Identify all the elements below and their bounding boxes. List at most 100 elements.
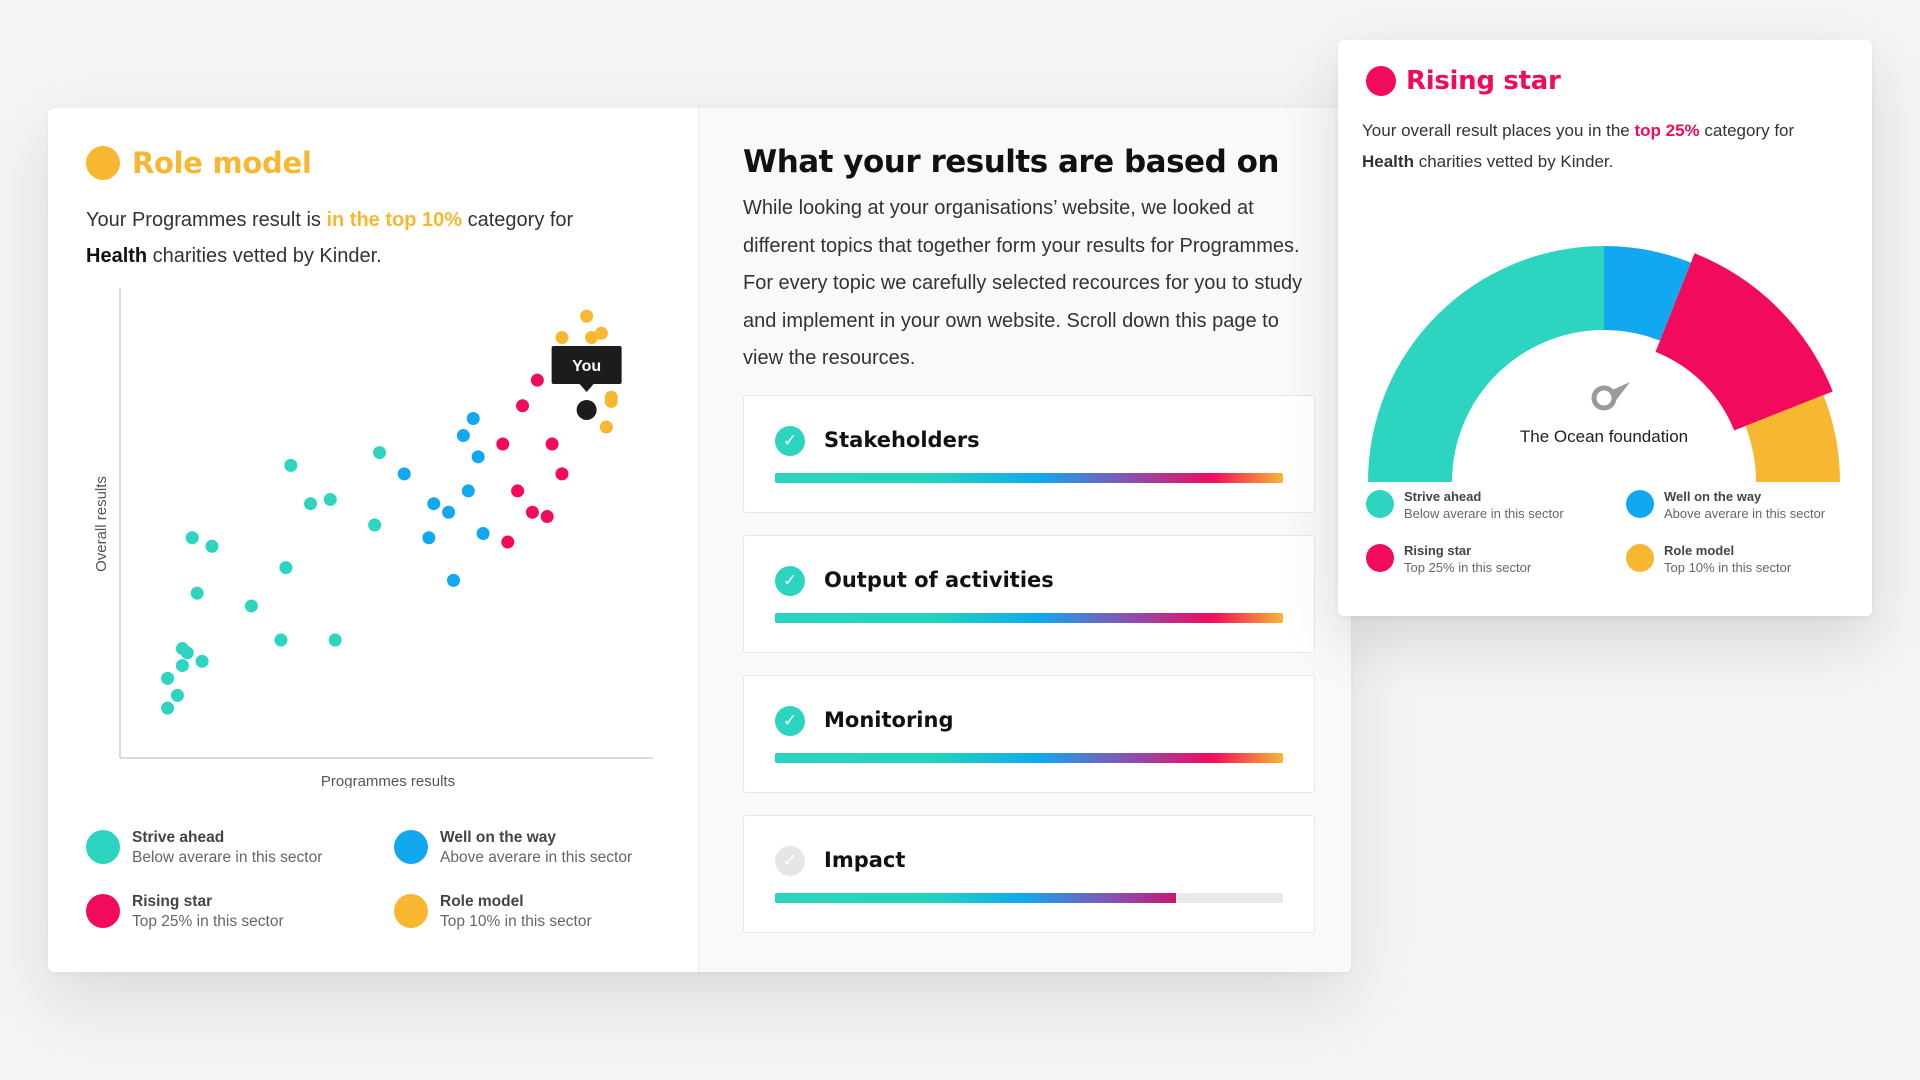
legend-desc: Top 25% in this sector [132, 913, 284, 930]
legend-swatch-role [394, 894, 428, 928]
result-text-middle: category for [462, 209, 574, 231]
gauge-legend-item-rising: Rising star Top 25% in this sector [1366, 542, 1531, 576]
legend-desc: Below averare in this sector [1404, 506, 1564, 521]
scatter-chart: Overall results Programmes results You [93, 288, 653, 788]
scatter-point-rising-star[interactable] [501, 535, 515, 549]
topic-label: Impact [824, 848, 906, 872]
topic-label: Monitoring [824, 708, 954, 732]
check-icon: ✓ [775, 426, 805, 456]
scatter-point-role-model[interactable] [585, 331, 599, 345]
scatter-point-strive-ahead[interactable] [185, 531, 199, 545]
legend-name: Rising star [1404, 543, 1472, 558]
scatter-point-well-on-the-way[interactable] [447, 573, 461, 587]
scatter-point-well-on-the-way[interactable] [442, 505, 456, 519]
topic-card-impact[interactable]: ✓ Impact [743, 815, 1315, 933]
legend-desc: Above averare in this sector [1664, 506, 1826, 521]
legend-item-rising: Rising star Top 25% in this sector [86, 892, 284, 932]
result-text-start: Your Programmes result is [86, 209, 327, 231]
scatter-point-strive-ahead[interactable] [368, 518, 382, 532]
legend-desc: Top 25% in this sector [1404, 560, 1532, 575]
scatter-point-strive-ahead[interactable] [373, 446, 387, 460]
scatter-point-strive-ahead[interactable] [274, 633, 288, 647]
scatter-point-role-model[interactable] [594, 326, 608, 340]
topic-progress-track [775, 613, 1283, 623]
scatter-point-strive-ahead[interactable] [323, 492, 337, 506]
topic-card-stakeholders[interactable]: ✓ Stakeholders [743, 395, 1315, 513]
scatter-point-role-model[interactable] [604, 390, 618, 404]
gauge-segments [1368, 246, 1840, 482]
result-title-row: Role model [86, 146, 312, 180]
gauge-center-label: The Ocean foundation [1520, 427, 1688, 446]
result-text-end: charities vetted by Kinder. [147, 245, 382, 267]
scatter-point-strive-ahead[interactable] [205, 539, 219, 553]
scatter-point-rising-star[interactable] [555, 467, 569, 481]
programmes-result-panel: Role model Your Programmes result is in … [48, 108, 698, 972]
scatter-point-strive-ahead[interactable] [190, 586, 204, 600]
scatter-point-strive-ahead[interactable] [279, 561, 293, 575]
scatter-point-rising-star[interactable] [530, 373, 544, 387]
gauge-segment-rising-star[interactable] [1655, 253, 1833, 431]
scatter-point-role-model[interactable] [580, 309, 594, 323]
overall-text-start: Your overall result places you in the [1362, 121, 1635, 140]
overall-text-middle: category for [1699, 121, 1795, 140]
check-icon: ✓ [775, 566, 805, 596]
scatter-point-strive-ahead[interactable] [284, 458, 298, 472]
scatter-point-rising-star[interactable] [545, 437, 559, 451]
you-marker-group: You [551, 345, 622, 420]
scatter-point-strive-ahead[interactable] [175, 659, 189, 673]
scatter-point-rising-star[interactable] [496, 437, 510, 451]
scatter-point-well-on-the-way[interactable] [456, 429, 470, 443]
legend-name: Well on the way [440, 829, 556, 846]
result-title: Role model [132, 146, 312, 180]
topic-progress-fill [775, 613, 1283, 623]
overall-text-highlight: top 25% [1634, 121, 1700, 140]
scatter-point-well-on-the-way[interactable] [427, 497, 441, 511]
result-description: Your Programmes result is in the top 10%… [86, 202, 666, 274]
results-basis-description: While looking at your organisations’ web… [743, 197, 1303, 369]
gauge-legend-item-strive: Strive ahead Below averare in this sector [1366, 488, 1564, 522]
scatter-point-strive-ahead[interactable] [170, 688, 184, 702]
scatter-point-rising-star[interactable] [540, 509, 554, 523]
rising-star-dot-icon [1366, 66, 1396, 96]
scatter-point-strive-ahead[interactable] [161, 671, 175, 685]
legend-swatch-strive [1366, 490, 1394, 518]
legend-item-strive: Strive ahead Below averare in this sector [86, 828, 322, 868]
scatter-point-strive-ahead[interactable] [304, 497, 318, 511]
scatter-point-well-on-the-way[interactable] [466, 412, 480, 425]
result-text-highlight: in the top 10% [326, 209, 463, 231]
scatter-point-well-on-the-way[interactable] [397, 467, 411, 481]
scatter-point-rising-star[interactable] [525, 505, 539, 519]
gauge-segment-well-on-the-way[interactable] [1604, 246, 1691, 341]
scatter-point-strive-ahead[interactable] [161, 701, 175, 715]
scatter-point-role-model[interactable] [599, 420, 613, 434]
x-axis-label: Programmes results [321, 773, 455, 788]
scatter-point-well-on-the-way[interactable] [461, 484, 475, 498]
legend-name: Strive ahead [1404, 489, 1482, 504]
legend-item-role: Role model Top 10% in this sector [394, 892, 592, 932]
scatter-point-well-on-the-way[interactable] [476, 527, 490, 541]
overall-result-card: Rising star Your overall result places y… [1338, 40, 1872, 616]
legend-swatch-well [394, 830, 428, 864]
check-icon: ✓ [775, 846, 805, 876]
scatter-point-rising-star[interactable] [511, 484, 525, 498]
gauge-segment-strive-ahead[interactable] [1368, 246, 1604, 482]
topic-card-monitoring[interactable]: ✓ Monitoring [743, 675, 1315, 793]
overall-title-row: Rising star [1366, 66, 1561, 96]
overall-text-sector: Health [1362, 152, 1414, 171]
overall-text-end: charities vetted by Kinder. [1413, 152, 1614, 171]
legend-name: Well on the way [1664, 489, 1762, 504]
scatter-point-strive-ahead[interactable] [244, 599, 258, 613]
gauge-segment-role-model[interactable] [1745, 395, 1840, 482]
scatter-point-strive-ahead[interactable] [328, 633, 342, 647]
topic-progress-track [775, 753, 1283, 763]
topic-card-output-of-activities[interactable]: ✓ Output of activities [743, 535, 1315, 653]
topic-progress-fill [775, 893, 1177, 903]
scatter-axes [119, 288, 653, 759]
scatter-point-role-model[interactable] [555, 331, 569, 345]
scatter-point-strive-ahead[interactable] [195, 654, 209, 668]
scatter-point-rising-star[interactable] [516, 399, 530, 413]
scatter-point-strive-ahead[interactable] [180, 646, 194, 660]
scatter-point-well-on-the-way[interactable] [471, 450, 485, 464]
you-marker[interactable] [576, 399, 597, 420]
scatter-point-well-on-the-way[interactable] [422, 531, 436, 545]
